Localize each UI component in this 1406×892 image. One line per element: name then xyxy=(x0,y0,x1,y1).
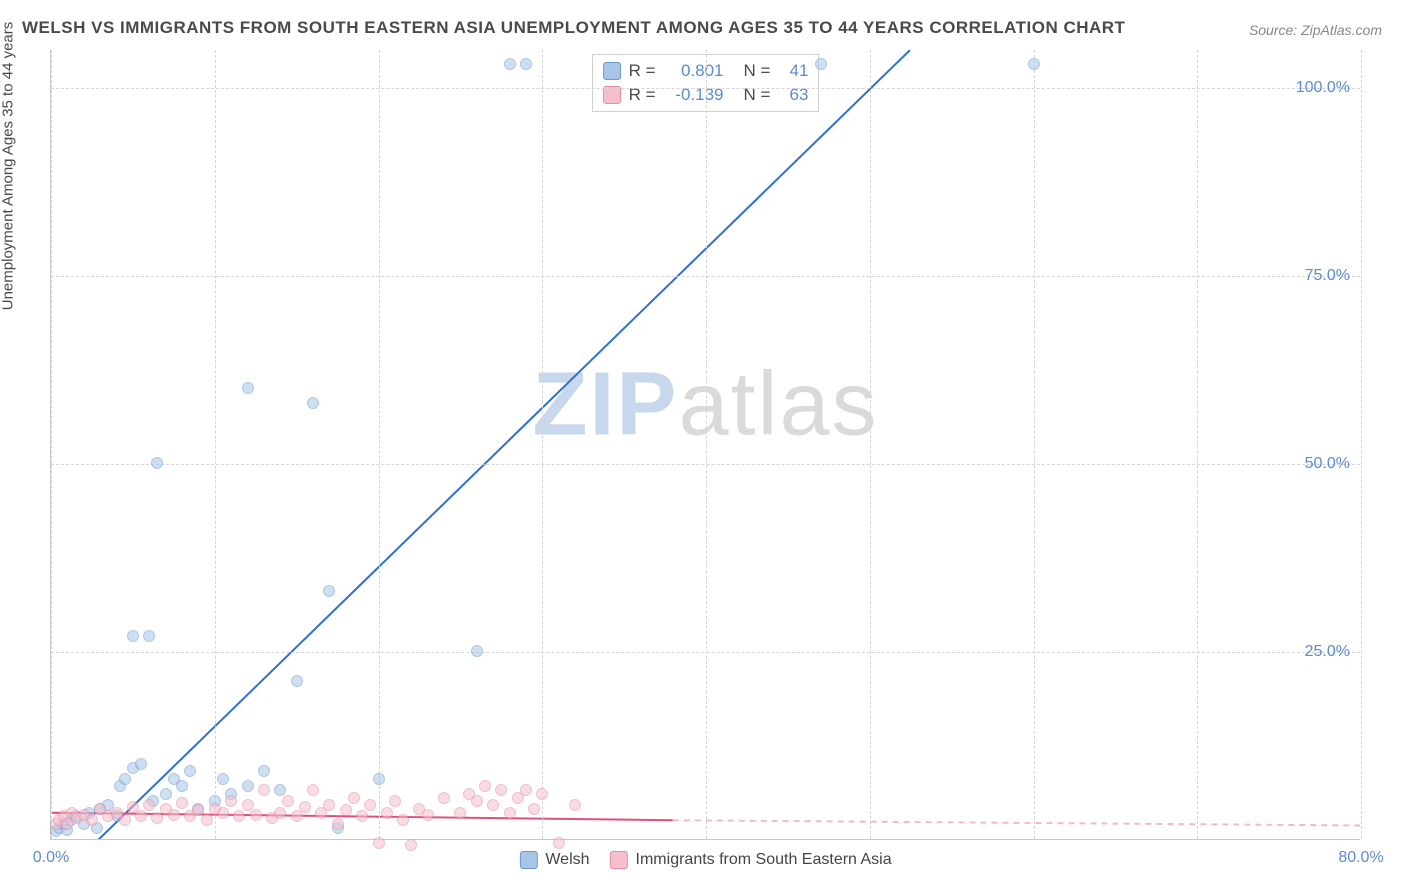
scatter-point xyxy=(135,758,147,770)
scatter-point xyxy=(307,784,319,796)
gridline-vertical xyxy=(870,50,871,839)
scatter-point xyxy=(323,585,335,597)
scatter-point xyxy=(143,630,155,642)
scatter-point xyxy=(291,675,303,687)
gridline-vertical xyxy=(215,50,216,839)
scatter-point xyxy=(274,807,286,819)
scatter-point xyxy=(815,58,827,70)
y-tick-label: 50.0% xyxy=(1305,455,1350,473)
scatter-point xyxy=(381,807,393,819)
scatter-point xyxy=(217,773,229,785)
scatter-point xyxy=(242,780,254,792)
scatter-point xyxy=(135,810,147,822)
y-tick-label: 25.0% xyxy=(1305,643,1350,661)
y-axis-label: Unemployment Among Ages 35 to 44 years xyxy=(0,22,17,311)
scatter-point xyxy=(479,780,491,792)
scatter-point xyxy=(471,645,483,657)
legend-series-item: Immigrants from South Eastern Asia xyxy=(610,851,892,869)
scatter-point xyxy=(356,810,368,822)
scatter-point xyxy=(274,784,286,796)
scatter-point xyxy=(176,797,188,809)
gridline-vertical xyxy=(51,50,52,839)
scatter-point xyxy=(233,810,245,822)
legend-n-label: N = xyxy=(744,61,771,81)
legend-series-label: Immigrants from South Eastern Asia xyxy=(636,851,892,869)
scatter-point xyxy=(1028,58,1040,70)
scatter-point xyxy=(528,803,540,815)
scatter-point xyxy=(340,804,352,816)
gridline-vertical xyxy=(542,50,543,839)
gridline-vertical xyxy=(379,50,380,839)
gridline-vertical xyxy=(1361,50,1362,839)
scatter-point xyxy=(438,792,450,804)
scatter-point xyxy=(487,799,499,811)
y-tick-label: 100.0% xyxy=(1296,79,1350,97)
legend-swatch xyxy=(519,851,537,869)
x-tick-label: 0.0% xyxy=(33,849,69,867)
scatter-point xyxy=(86,814,98,826)
scatter-point xyxy=(553,837,565,849)
scatter-point xyxy=(242,382,254,394)
plot-area: ZIPatlas R =0.801N =41R =-0.139N =63 Wel… xyxy=(50,50,1360,840)
scatter-point xyxy=(373,837,385,849)
series-legend: Welsh Immigrants from South Eastern Asia xyxy=(519,851,891,869)
scatter-point xyxy=(119,773,131,785)
scatter-point xyxy=(422,809,434,821)
scatter-point xyxy=(495,784,507,796)
scatter-point xyxy=(299,801,311,813)
scatter-point xyxy=(332,818,344,830)
scatter-point xyxy=(184,765,196,777)
legend-n-value: 41 xyxy=(778,61,808,81)
scatter-point xyxy=(127,630,139,642)
x-tick-label: 80.0% xyxy=(1338,849,1383,867)
scatter-point xyxy=(405,839,417,851)
scatter-point xyxy=(454,807,466,819)
legend-r-value: 0.801 xyxy=(664,61,724,81)
source-attribution: Source: ZipAtlas.com xyxy=(1249,22,1382,38)
scatter-point xyxy=(504,58,516,70)
scatter-point xyxy=(373,773,385,785)
watermark-part2: atlas xyxy=(678,355,878,455)
legend-series-item: Welsh xyxy=(519,851,589,869)
scatter-point xyxy=(143,799,155,811)
scatter-point xyxy=(364,799,376,811)
scatter-point xyxy=(504,807,516,819)
scatter-point xyxy=(217,807,229,819)
scatter-point xyxy=(520,784,532,796)
gridline-vertical xyxy=(706,50,707,839)
scatter-point xyxy=(201,814,213,826)
scatter-point xyxy=(225,795,237,807)
legend-swatch xyxy=(610,851,628,869)
scatter-point xyxy=(282,795,294,807)
scatter-point xyxy=(389,795,401,807)
scatter-point xyxy=(471,795,483,807)
scatter-point xyxy=(258,784,270,796)
chart-title: WELSH VS IMMIGRANTS FROM SOUTH EASTERN A… xyxy=(22,18,1125,38)
watermark-part1: ZIP xyxy=(532,355,678,455)
scatter-point xyxy=(176,780,188,792)
legend-swatch xyxy=(603,86,621,104)
scatter-point xyxy=(258,765,270,777)
legend-swatch xyxy=(603,62,621,80)
scatter-point xyxy=(168,809,180,821)
scatter-point xyxy=(397,814,409,826)
scatter-point xyxy=(348,792,360,804)
scatter-point xyxy=(323,799,335,811)
scatter-point xyxy=(307,397,319,409)
legend-series-label: Welsh xyxy=(545,851,589,869)
scatter-point xyxy=(520,58,532,70)
scatter-point xyxy=(151,457,163,469)
scatter-point xyxy=(160,788,172,800)
y-tick-label: 75.0% xyxy=(1305,267,1350,285)
scatter-point xyxy=(250,809,262,821)
gridline-vertical xyxy=(1034,50,1035,839)
legend-r-label: R = xyxy=(629,61,656,81)
scatter-point xyxy=(119,814,131,826)
scatter-point xyxy=(536,788,548,800)
scatter-point xyxy=(569,799,581,811)
gridline-vertical xyxy=(1197,50,1198,839)
